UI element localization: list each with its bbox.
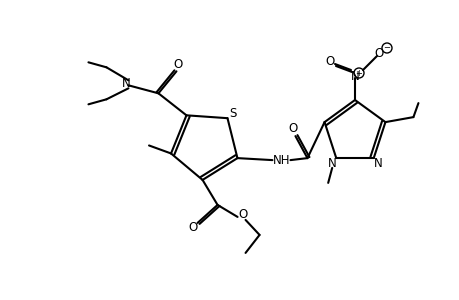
Text: O: O xyxy=(174,58,183,71)
Text: O: O xyxy=(288,122,297,135)
Text: O: O xyxy=(325,55,334,68)
Text: NH: NH xyxy=(272,154,290,166)
Text: −: − xyxy=(383,44,390,52)
Text: N: N xyxy=(350,70,358,83)
Text: N: N xyxy=(373,158,381,170)
Text: S: S xyxy=(228,107,235,120)
Text: O: O xyxy=(237,208,246,221)
Text: O: O xyxy=(188,221,197,234)
Text: O: O xyxy=(374,46,383,59)
Text: N: N xyxy=(122,77,130,90)
Text: +: + xyxy=(355,68,362,77)
Text: N: N xyxy=(327,158,336,170)
